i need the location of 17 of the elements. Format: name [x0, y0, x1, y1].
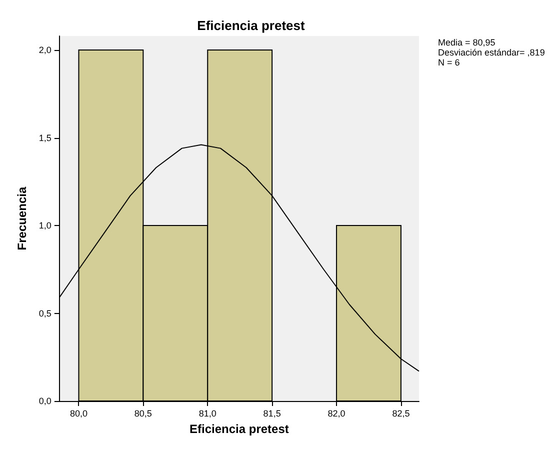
y-tick-label: 1,0	[38, 220, 52, 231]
y-tick-label: 1,5	[38, 132, 52, 143]
y-tick-label: 0,0	[38, 396, 52, 406]
x-axis-title: Eficiencia pretest	[190, 422, 289, 436]
text: N = 6	[438, 58, 460, 68]
x-tick-label: 81,5	[263, 408, 281, 418]
x-tick-label: 80,0	[70, 408, 88, 418]
x-tick-label: 80,5	[134, 408, 152, 418]
x-tick-label: 82,0	[328, 408, 346, 418]
y-tick-label: 0,5	[38, 308, 52, 318]
y-tick-label: 2,0	[38, 45, 52, 56]
text: Desviación estándar= ,819	[438, 48, 545, 58]
text: Media = 80,95	[438, 38, 496, 48]
x-tick-label: 81,0	[198, 408, 216, 418]
y-axis-title: Frecuencia	[15, 186, 29, 250]
x-tick-label: 82,5	[392, 408, 410, 418]
chart-title: Eficiencia pretest	[197, 18, 306, 33]
